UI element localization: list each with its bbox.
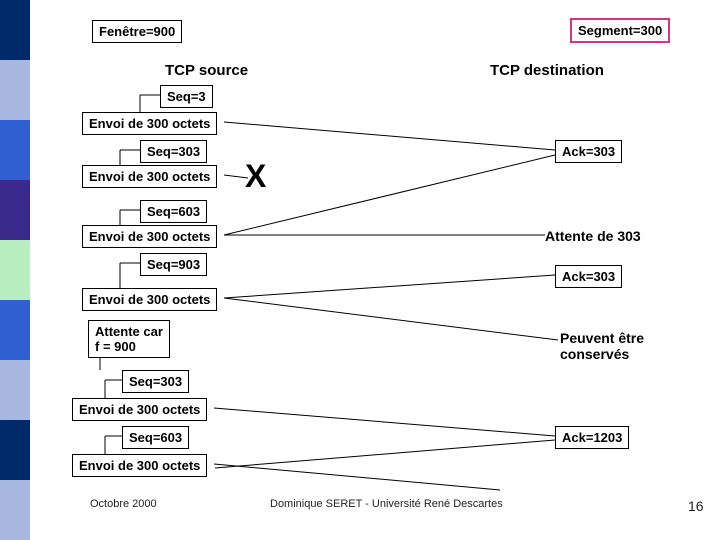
envoi4-box: Envoi de 300 octets <box>82 288 217 311</box>
tcp-source-heading: TCP source <box>165 62 248 79</box>
seq303b-box: Seq=303 <box>122 370 189 393</box>
sidebar-block <box>0 60 30 120</box>
envoi1-box: Envoi de 300 octets <box>82 112 217 135</box>
tcp-dest-heading: TCP destination <box>490 62 604 79</box>
envoi6-box: Envoi de 300 octets <box>72 454 207 477</box>
page-number: 16 <box>688 498 704 514</box>
x-mark: X <box>245 158 266 195</box>
sidebar-block <box>0 0 30 60</box>
envoi3-box: Envoi de 300 octets <box>82 225 217 248</box>
sidebar-block <box>0 240 30 300</box>
footer-author: Dominique SERET - Université René Descar… <box>270 498 503 510</box>
sidebar-block <box>0 420 30 480</box>
sidebar-block <box>0 360 30 420</box>
ack303b-box: Ack=303 <box>555 265 622 288</box>
fenetre-box: Fenêtre=900 <box>92 20 182 43</box>
ack303a-box: Ack=303 <box>555 140 622 163</box>
seq903-box: Seq=903 <box>140 253 207 276</box>
sidebar-block <box>0 300 30 360</box>
envoi5-box: Envoi de 300 octets <box>72 398 207 421</box>
attente-box: Attente car f = 900 <box>88 320 170 358</box>
segment-box: Segment=300 <box>570 18 670 43</box>
seq603-box: Seq=603 <box>140 200 207 223</box>
sidebar-colors <box>0 0 30 540</box>
seq3-box: Seq=3 <box>160 85 213 108</box>
conserve-text: Peuvent être conservés <box>560 330 644 362</box>
sidebar-block <box>0 180 30 240</box>
attente303-text: Attente de 303 <box>545 228 641 244</box>
seq303-box: Seq=303 <box>140 140 207 163</box>
sidebar-block <box>0 480 30 540</box>
ack1203-box: Ack=1203 <box>555 426 629 449</box>
seq603b-box: Seq=603 <box>122 426 189 449</box>
envoi2-box: Envoi de 300 octets <box>82 165 217 188</box>
sidebar-block <box>0 120 30 180</box>
footer-date: Octobre 2000 <box>90 498 157 510</box>
